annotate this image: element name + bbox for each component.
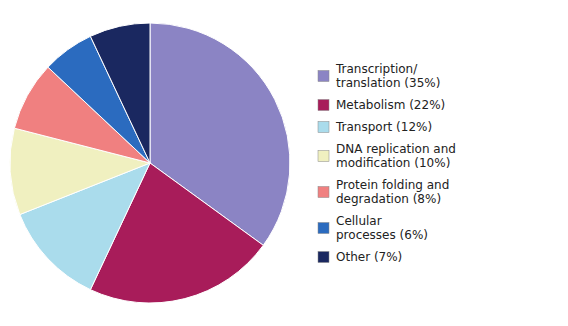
legend: Transcription/translation (35%) Metabolis… <box>318 62 456 264</box>
pie-slice <box>90 23 150 163</box>
pie <box>10 23 290 303</box>
legend-label-line: Metabolism (22%) <box>336 98 445 112</box>
legend-label-line: Protein folding and <box>336 178 449 192</box>
legend-swatch <box>318 252 329 263</box>
chart-container: Transcription/translation (35%) Metabolis… <box>0 0 568 326</box>
legend-item: Transport (12%) <box>318 120 432 134</box>
legend-label: DNA replication andmodification (10%) <box>336 142 456 170</box>
legend-label-line: degradation (8%) <box>336 192 441 206</box>
legend-swatch <box>318 223 329 234</box>
legend-label: Other (7%) <box>336 250 402 264</box>
legend-label: Transcription/translation (35%) <box>335 62 440 90</box>
legend-label: Protein folding anddegradation (8%) <box>336 178 449 206</box>
legend-label-line: Transcription/ <box>335 62 418 76</box>
legend-label: Cellularprocesses (6%) <box>336 214 428 242</box>
legend-item: Transcription/translation (35%) <box>318 62 440 90</box>
legend-label-line: Cellular <box>336 214 382 228</box>
legend-label-line: Transport (12%) <box>335 120 432 134</box>
legend-label: Transport (12%) <box>335 120 432 134</box>
legend-item: Protein folding anddegradation (8%) <box>318 178 449 206</box>
chart: Transcription/translation (35%) Metabolis… <box>0 0 568 326</box>
legend-item: Other (7%) <box>318 250 402 264</box>
legend-label-line: processes (6%) <box>336 228 428 242</box>
legend-swatch <box>318 187 329 198</box>
legend-label: Metabolism (22%) <box>336 98 445 112</box>
legend-swatch <box>318 71 329 82</box>
legend-swatch <box>318 100 329 111</box>
legend-item: Cellularprocesses (6%) <box>318 214 428 242</box>
legend-label-line: translation (35%) <box>336 76 440 90</box>
legend-swatch <box>318 151 329 162</box>
legend-item: Metabolism (22%) <box>318 98 445 112</box>
legend-label-line: Other (7%) <box>336 250 402 264</box>
legend-swatch <box>318 122 329 133</box>
legend-label-line: modification (10%) <box>336 156 450 170</box>
legend-item: DNA replication andmodification (10%) <box>318 142 456 170</box>
legend-label-line: DNA replication and <box>336 142 456 156</box>
